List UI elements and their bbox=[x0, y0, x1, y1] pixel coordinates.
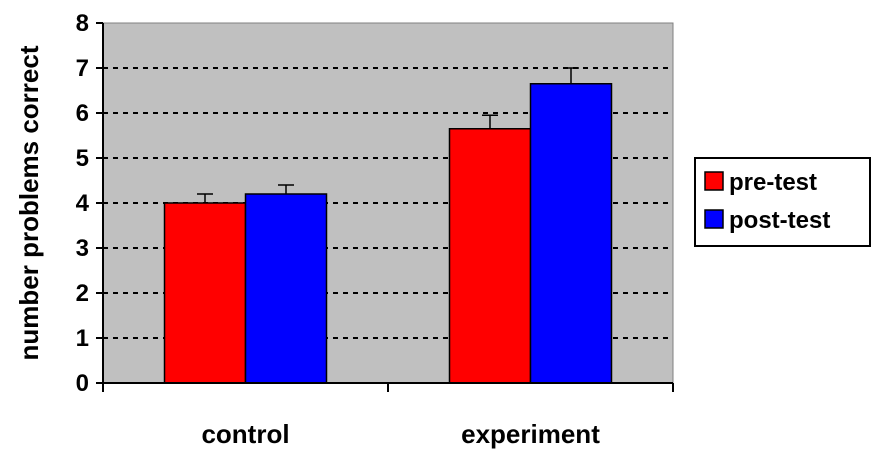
legend-label-pre-test: pre-test bbox=[729, 169, 817, 196]
legend-swatch-pre-test bbox=[704, 171, 724, 191]
y-tick-label: 4 bbox=[76, 190, 90, 217]
error-bars bbox=[197, 67, 579, 203]
bar-post-test-experiment bbox=[529, 83, 613, 384]
bar-post-test-control bbox=[244, 193, 328, 384]
y-tick-label: 7 bbox=[76, 55, 89, 82]
bar-pre-test-control bbox=[163, 202, 247, 384]
legend: pre-test post-test bbox=[694, 157, 871, 247]
bars bbox=[163, 83, 613, 384]
y-tick-label: 1 bbox=[76, 325, 89, 352]
y-tick-label: 3 bbox=[76, 235, 89, 262]
category-label-control: control bbox=[201, 419, 289, 449]
legend-box bbox=[694, 157, 871, 247]
y-tick-label: 8 bbox=[76, 10, 89, 37]
y-tick-labels: 0 1 2 3 4 5 6 7 8 bbox=[76, 10, 90, 397]
y-tick-label: 6 bbox=[76, 100, 89, 127]
axes bbox=[96, 22, 674, 392]
legend-label-post-test: post-test bbox=[729, 207, 830, 234]
y-axis-title: number problems correct bbox=[14, 45, 44, 360]
y-tick-label: 0 bbox=[76, 370, 89, 397]
legend-swatch-post-test bbox=[704, 209, 724, 229]
y-tick-label: 2 bbox=[76, 280, 89, 307]
category-labels: control experiment bbox=[201, 419, 600, 449]
category-label-experiment: experiment bbox=[461, 419, 600, 449]
bar-pre-test-experiment bbox=[448, 128, 532, 384]
y-tick-label: 5 bbox=[76, 145, 89, 172]
